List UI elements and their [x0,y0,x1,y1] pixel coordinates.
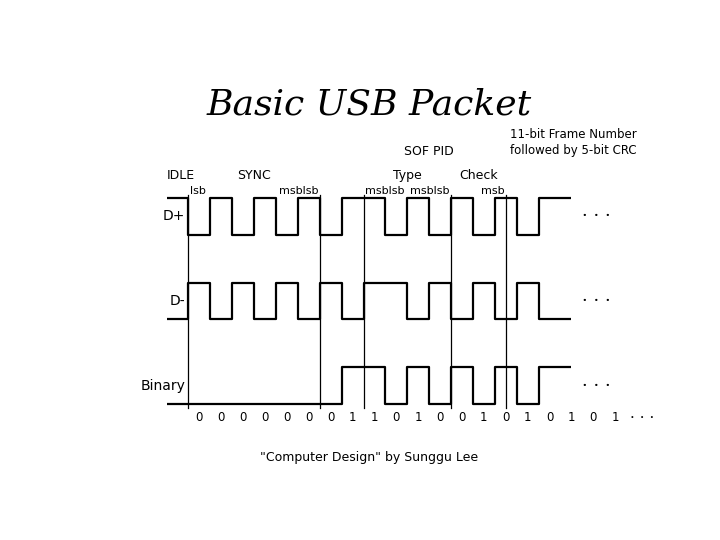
Text: 0: 0 [196,411,203,424]
Text: 1: 1 [348,411,356,424]
Text: 1: 1 [415,411,422,424]
Text: · · ·: · · · [582,207,611,225]
Text: · · ·: · · · [582,377,611,395]
Text: msb: msb [481,186,505,197]
Text: 11-bit Frame Number
followed by 5-bit CRC: 11-bit Frame Number followed by 5-bit CR… [510,128,637,157]
Text: msblsb: msblsb [410,186,450,197]
Text: 0: 0 [436,411,444,424]
Text: 0: 0 [305,411,312,424]
Text: SYNC: SYNC [238,169,271,182]
Text: msblsb: msblsb [279,186,319,197]
Text: Type: Type [393,169,422,182]
Text: msblsb: msblsb [364,186,404,197]
Text: Check: Check [459,169,498,182]
Text: 0: 0 [502,411,510,424]
Text: lsb: lsb [189,186,205,197]
Text: 1: 1 [480,411,487,424]
Text: · · ·: · · · [582,292,611,310]
Text: 1: 1 [524,411,531,424]
Text: 0: 0 [283,411,291,424]
Text: Binary: Binary [140,379,185,393]
Text: D+: D+ [163,209,185,223]
Text: · · ·: · · · [631,411,655,426]
Text: Basic USB Packet: Basic USB Packet [207,87,531,122]
Text: D-: D- [170,294,185,308]
Text: 0: 0 [392,411,400,424]
Text: 1: 1 [371,411,378,424]
Text: 0: 0 [261,411,269,424]
Text: 0: 0 [327,411,334,424]
Text: "Computer Design" by Sunggu Lee: "Computer Design" by Sunggu Lee [260,451,478,464]
Text: 0: 0 [217,411,225,424]
Text: IDLE: IDLE [166,169,194,182]
Text: 1: 1 [611,411,619,424]
Text: 0: 0 [590,411,597,424]
Text: 0: 0 [459,411,466,424]
Text: SOF PID: SOF PID [405,145,454,158]
Text: 0: 0 [240,411,247,424]
Text: 0: 0 [546,411,553,424]
Text: 1: 1 [567,411,575,424]
